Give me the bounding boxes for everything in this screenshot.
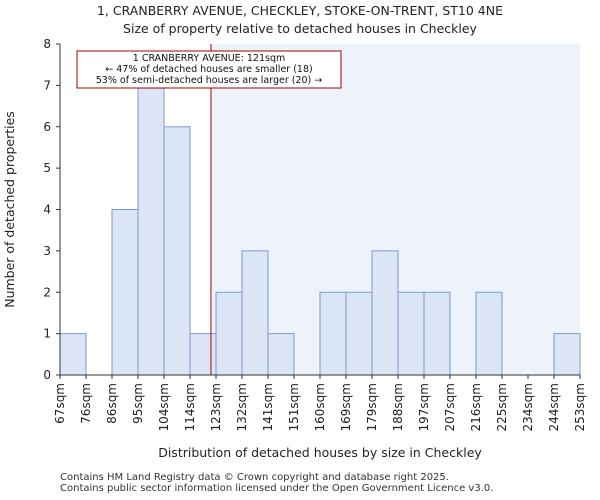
bar-104sqm — [163, 126, 191, 376]
bar-179sqm — [371, 250, 399, 376]
bar-123sqm — [215, 291, 243, 376]
histogram-chart: 0 1 2 3 4 5 6 7 8 67sqm 76sqm 86sqm 95sqm 104sqm 114sq… — [2, 37, 587, 460]
y-tick-label: 8 — [43, 37, 51, 51]
x-tick-label-86sqm: 86sqm — [105, 383, 119, 424]
bar-244sqm — [553, 333, 581, 376]
y-axis-label: Number of detached properties — [2, 111, 17, 308]
x-tick-label-253sqm: 253sqm — [573, 383, 587, 431]
y-tick-label: 1 — [43, 327, 51, 341]
x-tick-label-67sqm: 67sqm — [53, 383, 67, 424]
bar-160sqm — [319, 291, 347, 376]
y-tick-label: 7 — [43, 78, 51, 92]
x-tick-label-207sqm: 207sqm — [443, 383, 457, 431]
x-tick-label-169sqm: 169sqm — [339, 383, 353, 431]
annotation-box: 1 CRANBERRY AVENUE: 121sqm ← 47% of deta… — [76, 50, 342, 89]
x-tick-label-160sqm: 160sqm — [313, 383, 327, 431]
bar-141sqm — [267, 333, 295, 376]
footer: Contains HM Land Registry data © Crown c… — [60, 472, 493, 494]
bar-114sqm — [189, 333, 217, 376]
x-tick-label-244sqm: 244sqm — [547, 383, 561, 431]
x-tick-label-114sqm: 114sqm — [183, 383, 197, 431]
bar-67sqm — [59, 333, 87, 376]
y-tick-label: 3 — [43, 244, 51, 258]
x-tick-label-76sqm: 76sqm — [79, 383, 93, 424]
x-tick-label-179sqm: 179sqm — [365, 383, 379, 431]
x-tick-label-104sqm: 104sqm — [157, 383, 171, 431]
annotation-border — [76, 50, 342, 89]
x-tick-label-132sqm: 132sqm — [235, 383, 249, 431]
x-tick-label-123sqm: 123sqm — [209, 383, 223, 431]
x-tick-label-151sqm: 151sqm — [287, 383, 301, 431]
y-tick-label: 4 — [43, 203, 51, 217]
chart-title: 1, CRANBERRY AVENUE, CHECKLEY, STOKE-ON-… — [0, 2, 600, 38]
x-tick-label-95sqm: 95sqm — [131, 383, 145, 424]
annotation-line2: ← 47% of detached houses are smaller (18… — [105, 64, 312, 75]
y-tick-label: 5 — [43, 161, 51, 175]
y-tick-label: 2 — [43, 285, 51, 299]
x-tick-label-225sqm: 225sqm — [495, 383, 509, 431]
annotation-line1: 1 CRANBERRY AVENUE: 121sqm — [133, 53, 286, 64]
x-tick-label-216sqm: 216sqm — [469, 383, 483, 431]
bar-197sqm — [423, 291, 451, 376]
x-axis-label: Distribution of detached houses by size … — [158, 445, 482, 460]
bar-95sqm — [137, 84, 165, 376]
y-tick-label: 0 — [43, 368, 51, 382]
bar-132sqm — [241, 250, 269, 376]
footer-line2: Contains public sector information licen… — [60, 483, 494, 494]
x-tick-label-141sqm: 141sqm — [261, 383, 275, 431]
footer-line1: Contains HM Land Registry data © Crown c… — [60, 472, 449, 483]
x-tick-label-188sqm: 188sqm — [391, 383, 405, 431]
x-tick-label-234sqm: 234sqm — [521, 383, 535, 431]
x-tick-label-197sqm: 197sqm — [417, 383, 431, 431]
bar-86sqm — [111, 209, 139, 376]
bar-188sqm — [397, 291, 425, 376]
y-tick-label: 6 — [43, 120, 51, 134]
annotation-line3: 53% of semi-detached houses are larger (… — [96, 75, 323, 86]
bar-216sqm — [475, 291, 503, 376]
chart-title-line2: Size of property relative to detached ho… — [123, 21, 477, 36]
chart-title-line1: 1, CRANBERRY AVENUE, CHECKLEY, STOKE-ON-… — [96, 3, 504, 18]
bar-169sqm — [345, 291, 373, 376]
